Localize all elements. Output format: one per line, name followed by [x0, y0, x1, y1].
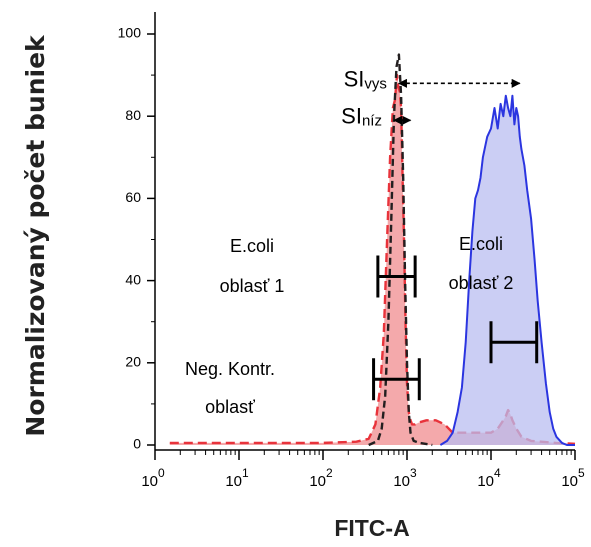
y-tick-label: 80: [125, 107, 141, 123]
y-axis-title: Normalizovaný počet buniek: [21, 34, 50, 437]
si-niz-label: SIníz: [341, 103, 382, 129]
x-tick-label: 104: [477, 466, 501, 490]
x-axis-title: FITC-A: [334, 515, 409, 541]
series-1-line: [368, 53, 433, 447]
x-tick-label: 100: [141, 466, 165, 490]
annotation-layer: SIvys SIníz E.coli oblasť 1 Neg. Kontr. oblas…: [185, 66, 539, 417]
gate-1-label: E.coli: [230, 236, 274, 256]
gate-2-label: Neg. Kontr.: [185, 359, 275, 379]
x-tick-label: 102: [309, 466, 333, 490]
y-tick-label: 0: [133, 436, 141, 452]
x-tick-label: 105: [561, 466, 585, 490]
x-tick-label: 101: [225, 466, 249, 490]
gate-2-label: oblasť: [205, 397, 255, 417]
series-2-area: [440, 95, 575, 445]
gate-1-label: oblasť 1: [220, 276, 285, 296]
y-tick-label: 20: [125, 354, 141, 370]
series-layer: [169, 53, 576, 447]
gate-3-label: E.coli: [459, 234, 503, 254]
x-tick-label: 103: [393, 466, 417, 490]
gate-3-label: oblasť 2: [449, 273, 514, 293]
y-tick-label: 100: [118, 25, 142, 41]
y-tick-label: 60: [125, 189, 141, 205]
series-2-line: [439, 94, 575, 446]
y-tick-label: 40: [125, 271, 141, 287]
axes-layer: 0 20 40 60 80 100 100 101 102 103 104 105: [118, 12, 585, 490]
si-vys-label: SIvys: [344, 66, 387, 92]
